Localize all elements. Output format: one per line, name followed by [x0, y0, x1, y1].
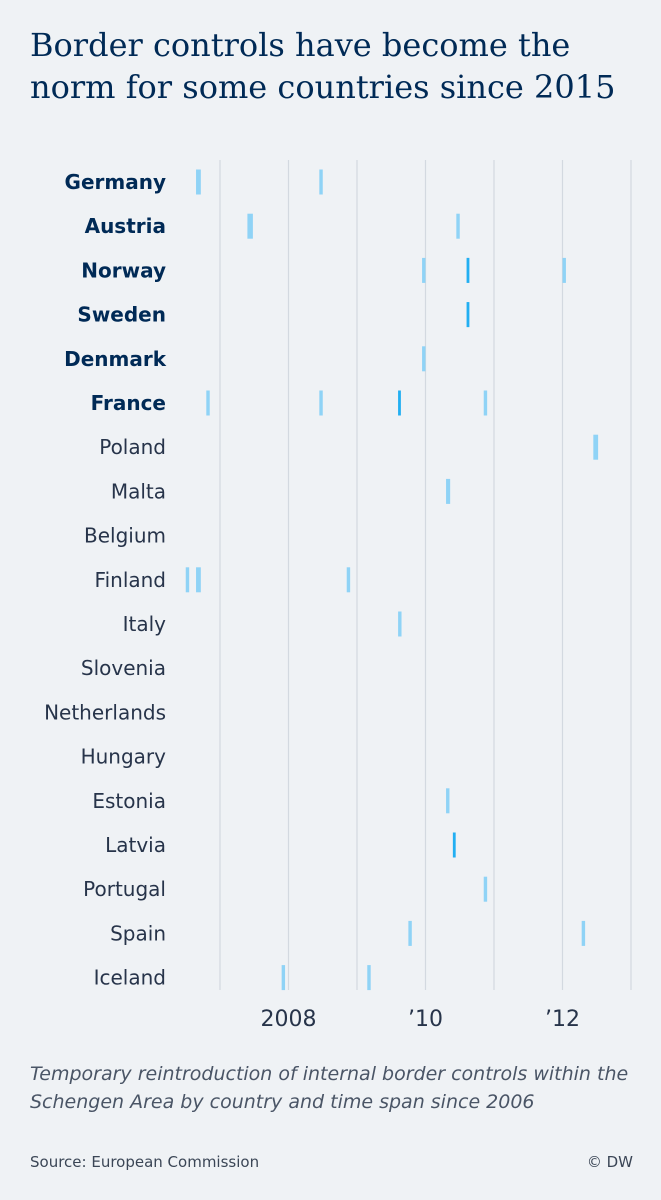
control-period-bar	[483, 390, 488, 416]
control-period-bar	[446, 788, 450, 814]
source-note: Source: European Commission	[30, 1153, 260, 1171]
control-period-tick	[466, 302, 470, 328]
country-label: Slovenia	[81, 656, 166, 680]
x-tick-label: ’10	[408, 1007, 443, 1032]
country-label: Iceland	[94, 966, 166, 990]
country-label: Finland	[95, 568, 166, 592]
country-label: Portugal	[83, 877, 166, 901]
control-period-tick	[398, 390, 401, 416]
credit-note: © DW	[586, 1153, 633, 1171]
country-label: Italy	[123, 612, 167, 636]
country-label: Germany	[65, 170, 166, 194]
control-period-bar	[408, 920, 412, 946]
x-tick-label: 2008	[261, 1007, 317, 1032]
control-period-bar	[281, 965, 286, 991]
country-label: Austria	[85, 214, 166, 238]
control-period-bar	[456, 213, 460, 239]
control-period-tick	[466, 257, 470, 283]
control-period-bar	[422, 346, 426, 372]
control-period-bar	[247, 213, 253, 239]
country-label: Sweden	[77, 303, 166, 327]
control-period-bar	[319, 390, 323, 416]
control-period-bar	[196, 567, 201, 593]
control-period-tick	[452, 832, 456, 858]
country-label: Malta	[111, 479, 166, 503]
country-label: Spain	[110, 921, 166, 945]
chart-title: Border controls have become the norm for…	[30, 26, 616, 106]
control-period-bar	[483, 876, 488, 902]
control-period-bar	[206, 390, 210, 416]
timeline-chart: 2008’10’12’14’16’18GermanyAustriaNorwayS…	[44, 160, 632, 1032]
control-period-bar	[319, 169, 323, 195]
control-period-bar	[562, 257, 566, 283]
country-label: France	[91, 391, 166, 415]
control-period-bar	[593, 434, 599, 460]
control-period-bar	[367, 965, 371, 991]
country-label: Hungary	[81, 745, 167, 769]
control-period-bar	[185, 567, 190, 593]
country-label: Norway	[81, 258, 166, 282]
x-tick-label: ’12	[545, 1007, 580, 1032]
control-period-bar	[581, 920, 586, 946]
country-label: Belgium	[84, 524, 166, 548]
chart-caption: Temporary reintroduction of internal bor…	[30, 1063, 629, 1113]
control-period-bar	[422, 257, 426, 283]
country-label: Latvia	[105, 833, 166, 857]
country-label: Estonia	[92, 789, 166, 813]
country-label: Netherlands	[44, 700, 166, 724]
control-period-bar	[346, 567, 351, 593]
control-period-bar	[446, 478, 451, 504]
control-period-bar	[398, 611, 402, 637]
country-label: Denmark	[64, 347, 167, 371]
control-period-bar	[196, 169, 201, 195]
country-label: Poland	[99, 435, 166, 459]
